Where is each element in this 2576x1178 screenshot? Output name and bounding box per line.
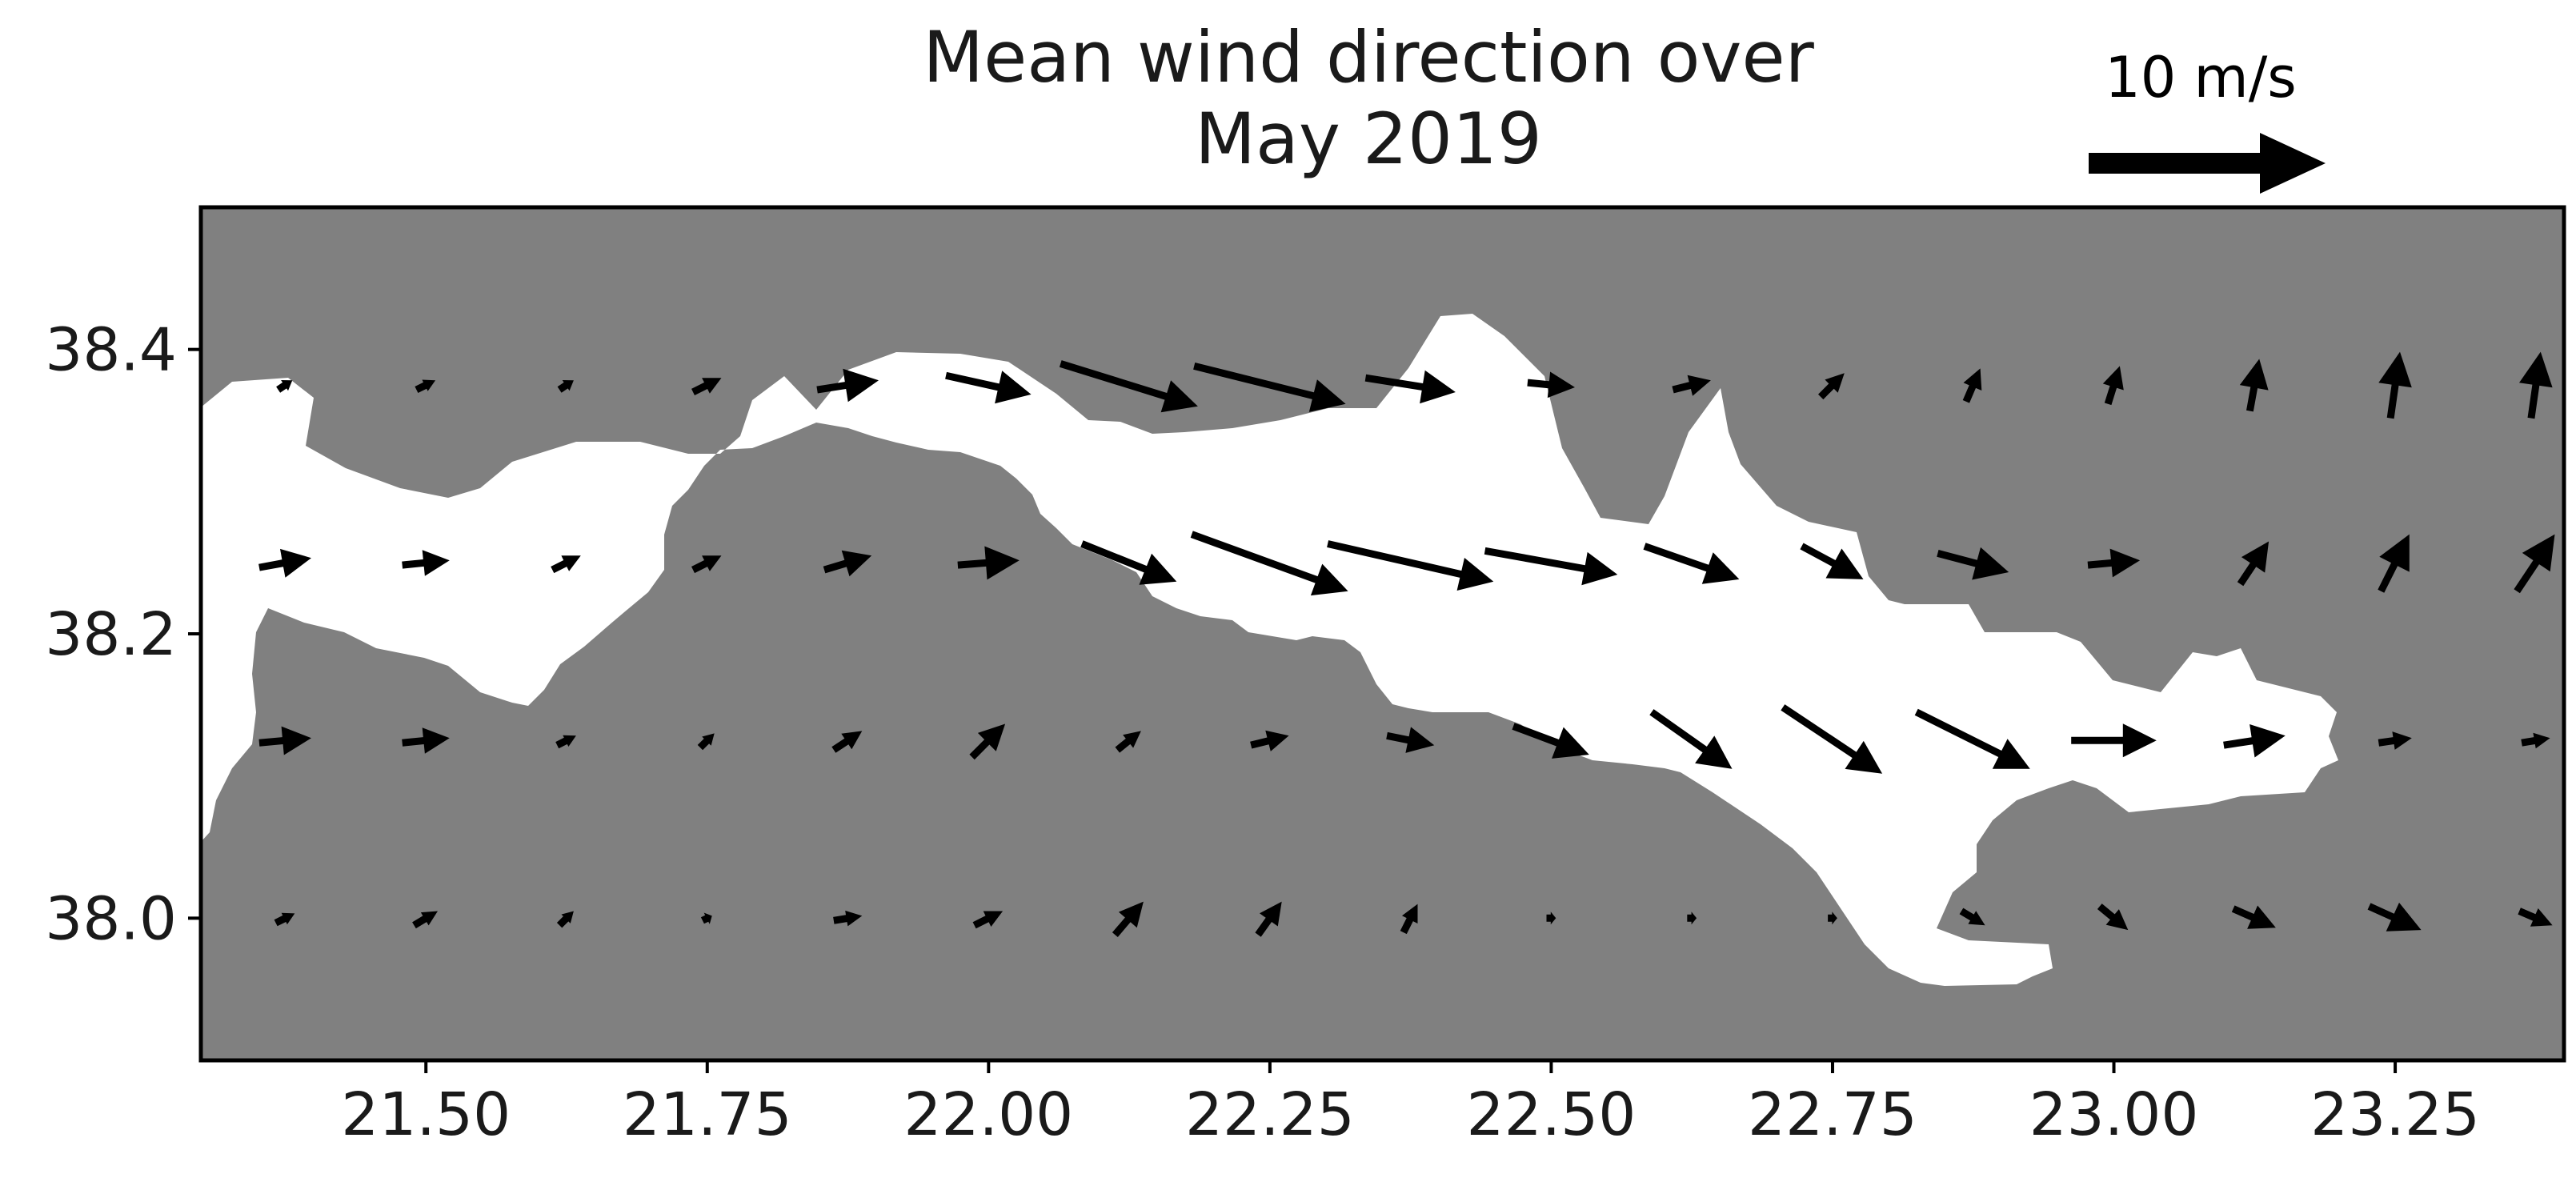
chart-title-line-2: May 2019: [1195, 98, 1542, 180]
wind-arrow: [957, 546, 1020, 580]
wind-arrow: [1818, 373, 1845, 400]
wind-arrow: [2514, 534, 2555, 594]
wind-arrow: [1546, 912, 1556, 925]
wind-arrow: [1781, 704, 1883, 774]
x-tick-label: 22.25: [1185, 1080, 1355, 1149]
wind-arrow: [555, 735, 576, 749]
wind-arrow: [816, 368, 879, 403]
wind-arrow: [1190, 531, 1348, 596]
wind-arrow: [2518, 908, 2553, 927]
wind-arrow: [2231, 905, 2276, 929]
wind-arrow: [556, 911, 574, 928]
wind-arrow: [1080, 540, 1177, 585]
wind-arrow: [1687, 912, 1697, 925]
wind-arrow: [1914, 708, 2030, 769]
wind-arrow: [1400, 904, 1418, 935]
reference-arrow-shape: [2089, 133, 2326, 194]
sea-region: [201, 314, 2338, 986]
reference-arrow-label: 10 m/s: [2105, 45, 2297, 110]
y-tick-label: 38.4: [45, 316, 177, 385]
x-tick-label: 23.00: [2029, 1080, 2199, 1149]
wind-arrow: [1643, 543, 1740, 584]
wind-arrow: [1828, 912, 1837, 925]
wind-arrow: [1672, 375, 1711, 396]
wind-arrow: [691, 555, 722, 574]
x-axis: 21.50 21.75 22.00 22.25 22.50 22.75 23.00 23.25: [341, 1060, 2480, 1149]
wind-arrow: [969, 723, 1006, 760]
wind-arrow: [2519, 351, 2553, 419]
x-tick-label: 22.00: [903, 1080, 1073, 1149]
wind-arrow: [2071, 723, 2157, 758]
y-tick-label: 38.0: [45, 884, 177, 953]
wind-arrow: [415, 379, 436, 393]
wind-arrow: [1959, 908, 1985, 926]
chart-title-line-1: Mean wind direction over: [923, 16, 1814, 98]
wind-arrow: [1937, 547, 2009, 580]
y-tick-label: 38.2: [45, 600, 177, 669]
wind-arrow: [823, 550, 872, 577]
wind-arrow: [691, 378, 722, 395]
wind-arrow: [945, 371, 1032, 404]
wind-arrow: [833, 910, 863, 927]
wind-arrow: [1484, 547, 1618, 586]
wind-arrow: [2223, 724, 2286, 758]
wind-arrow: [831, 731, 863, 753]
wind-arrow: [402, 727, 450, 754]
wind-arrow: [1386, 727, 1435, 753]
wind-arrow: [1255, 901, 1282, 937]
wind-arrow: [274, 912, 295, 927]
wind-arrow: [1649, 709, 1733, 769]
wind-arrow: [1527, 371, 1575, 399]
wind-arrow: [2237, 541, 2270, 587]
wind-arrow: [1327, 540, 1494, 591]
wind-vectors: [258, 351, 2555, 937]
wind-arrow: [276, 380, 293, 393]
wind-arrow: [2102, 366, 2124, 406]
x-tick-label: 21.50: [341, 1080, 511, 1149]
reference-arrow: [2089, 133, 2326, 194]
wind-arrow: [697, 733, 715, 751]
wind-arrow: [2521, 732, 2550, 749]
wind-arrow: [412, 911, 438, 929]
wind-arrow: [1059, 360, 1198, 413]
wind-arrow: [258, 726, 311, 755]
wind-arrow: [402, 550, 450, 576]
wind-arrow: [557, 380, 574, 393]
wind-arrow: [258, 548, 311, 578]
x-tick-label: 23.25: [2310, 1080, 2480, 1149]
wind-arrow: [2378, 534, 2410, 593]
wind-arrow: [2087, 548, 2141, 578]
wind-arrow: [2097, 904, 2129, 931]
wind-arrow: [1193, 363, 1346, 412]
wind-arrow: [2367, 902, 2422, 932]
wind-arrow: [1115, 731, 1141, 753]
wind-arrow: [1250, 730, 1289, 751]
wind-arrow: [1112, 901, 1144, 937]
wind-arrow: [1512, 723, 1589, 759]
wind-arrow: [1800, 543, 1864, 579]
x-tick-label: 22.75: [1748, 1080, 1917, 1149]
wind-arrow: [2239, 359, 2269, 412]
wind-arrow: [551, 555, 581, 574]
wind-arrow: [1962, 368, 1982, 403]
wind-arrow: [1364, 370, 1456, 404]
wind-arrow: [2378, 731, 2412, 750]
y-axis: 38.0 38.2 38.4: [45, 316, 201, 953]
x-tick-label: 21.75: [623, 1080, 792, 1149]
x-tick-label: 22.50: [1466, 1080, 1636, 1149]
wind-arrow: [700, 912, 712, 924]
wind-arrow: [2378, 351, 2412, 419]
wind-arrow: [972, 911, 1004, 929]
